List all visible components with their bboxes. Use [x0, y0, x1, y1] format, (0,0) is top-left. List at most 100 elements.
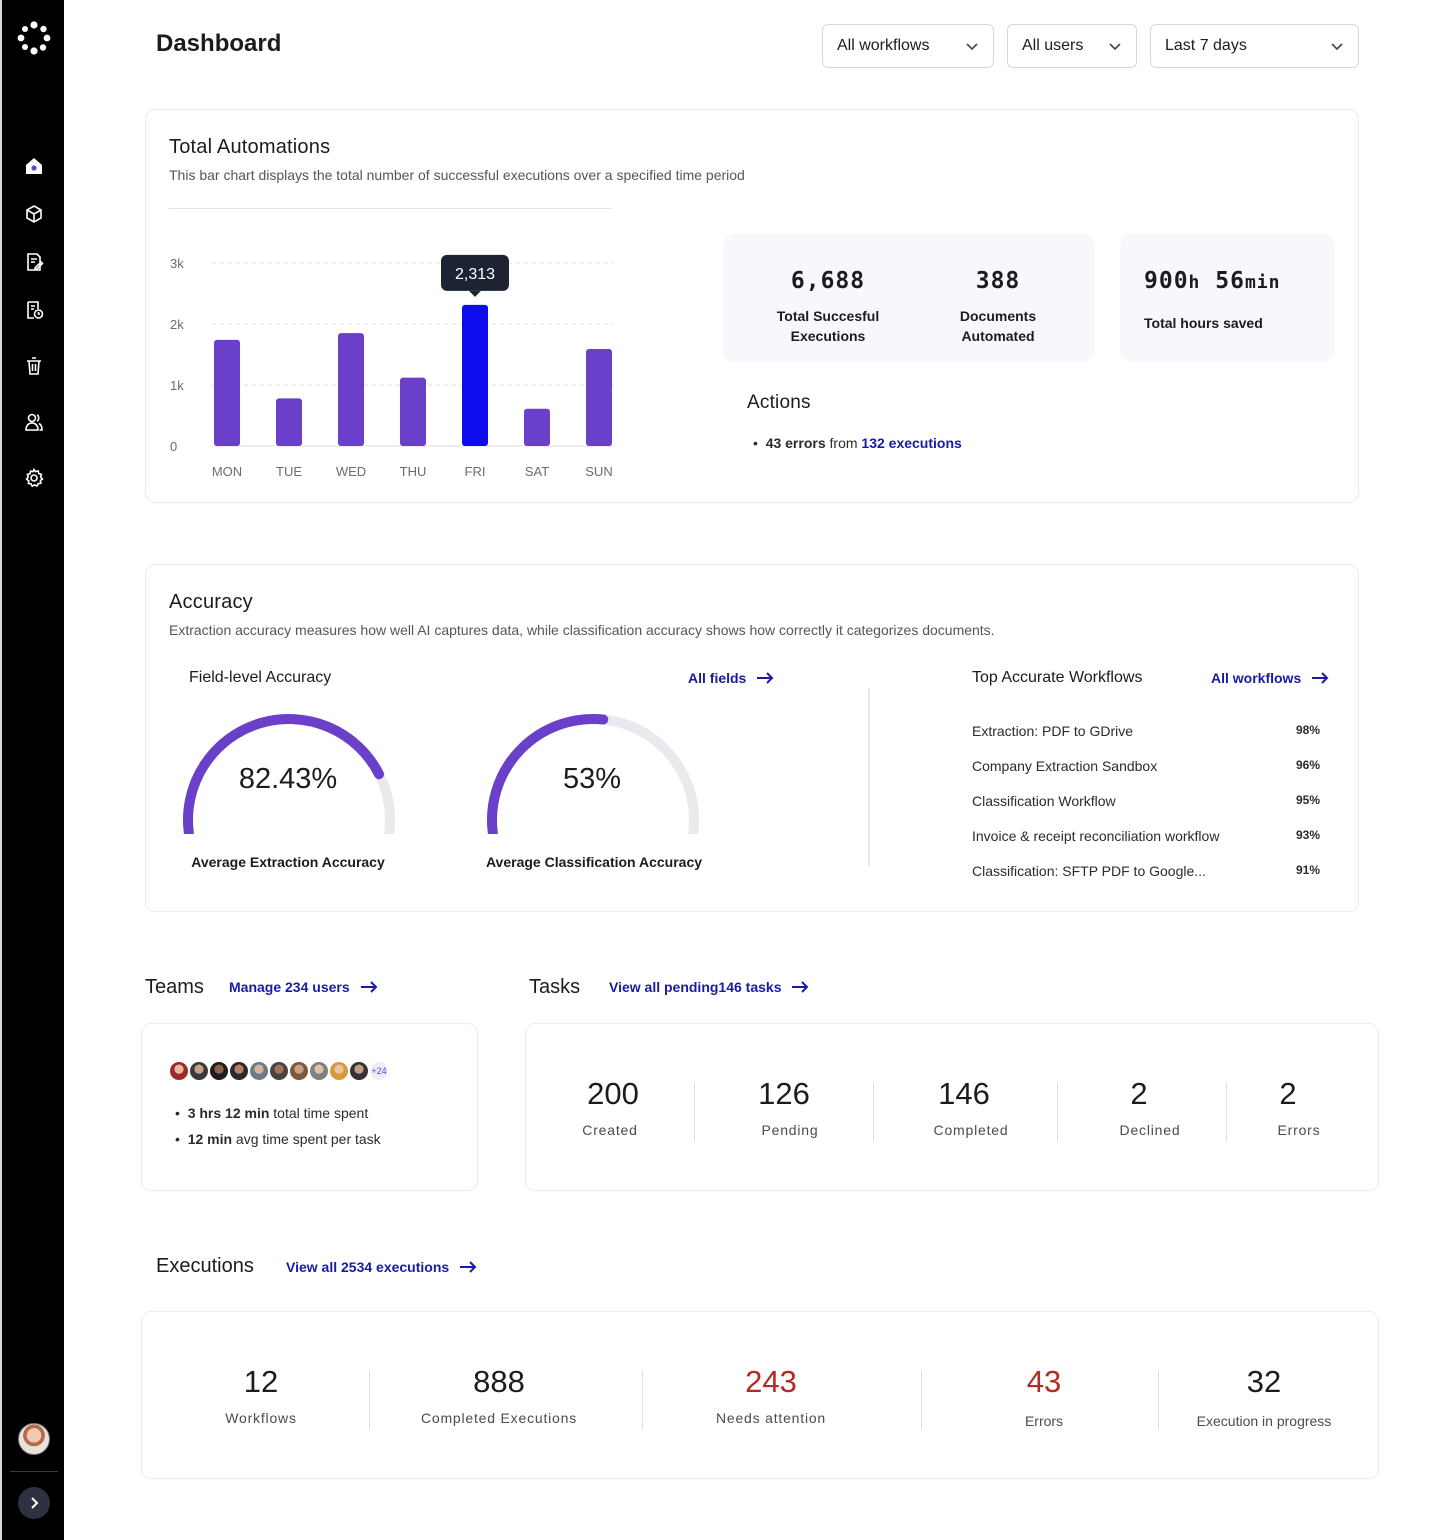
workflow-name: Classification Workflow — [972, 793, 1116, 809]
tasks-created-value: 200 — [587, 1076, 639, 1111]
documents-label-line-1: Documents — [959, 308, 1037, 324]
workflow-name: Classification: SFTP PDF to Google... — [972, 863, 1206, 879]
arrow-right-icon — [460, 1261, 477, 1273]
executions-link[interactable]: 132 executions — [861, 435, 962, 451]
workflow-row[interactable]: Extraction: PDF to GDrive 98% — [972, 723, 1322, 739]
team-member-avatar[interactable] — [328, 1060, 350, 1082]
home-icon[interactable] — [22, 154, 46, 178]
team-member-avatar[interactable] — [308, 1060, 330, 1082]
automations-description: This bar chart displays the total number… — [169, 167, 745, 183]
manage-users-link[interactable]: Manage 234 users — [229, 979, 378, 995]
tasks-card — [525, 1023, 1379, 1191]
workflow-row[interactable]: Classification: SFTP PDF to Google... 91… — [972, 863, 1322, 879]
teams-card — [141, 1023, 478, 1191]
team-member-avatar[interactable] — [288, 1060, 310, 1082]
all-fields-link[interactable]: All fields — [688, 670, 774, 686]
total-executions-label-line-2: Executions — [790, 328, 866, 344]
tasks-declined-label: Declined — [1119, 1122, 1181, 1138]
top-workflows-title: Top Accurate Workflows — [972, 669, 1143, 686]
extraction-accuracy-value: 82.43% — [238, 763, 338, 795]
workflow-filter-value: All workflows — [837, 37, 930, 54]
workflow-row[interactable]: Invoice & receipt reconciliation workflo… — [972, 828, 1322, 844]
more-members-count[interactable]: +24 — [368, 1060, 390, 1082]
team-member-avatar[interactable] — [188, 1060, 210, 1082]
completed-executions-label: Completed Executions — [420, 1410, 578, 1426]
automations-bar-chart: 0 1k 2k 3k MON TUE WED THU FRI SAT SUN 2,313 — [170, 254, 614, 479]
y-tick-label: 3k — [170, 256, 184, 271]
accuracy-description: Extraction accuracy measures how well AI… — [169, 622, 995, 638]
view-pending-tasks-link[interactable]: View all pending146 tasks — [609, 979, 809, 995]
workflow-row[interactable]: Company Extraction Sandbox 96% — [972, 758, 1322, 774]
bar-sun[interactable] — [586, 349, 612, 446]
workflow-accuracy: 98% — [1295, 723, 1320, 737]
documents-label-line-2: Automated — [961, 328, 1035, 344]
tasks-pending-value: 126 — [758, 1076, 810, 1111]
cube-icon[interactable] — [22, 202, 46, 226]
users-icon[interactable] — [22, 410, 46, 434]
view-pending-tasks-link-label: View all pending146 tasks — [609, 979, 782, 995]
x-tick-label: THU — [400, 464, 427, 479]
expand-sidebar-button[interactable] — [18, 1487, 50, 1519]
chevron-down-icon — [1109, 43, 1121, 51]
workflow-filter-select[interactable]: All workflows — [822, 24, 994, 68]
workflow-row[interactable]: Classification Workflow 95% — [972, 793, 1322, 809]
minutes-value: 56 — [1200, 268, 1245, 294]
errors-from-text: from — [825, 435, 862, 451]
user-avatar[interactable] — [18, 1423, 50, 1455]
document-clock-icon[interactable] — [22, 298, 46, 322]
x-tick-label: TUE — [276, 464, 302, 479]
chevron-down-icon — [966, 43, 978, 51]
workflow-name: Invoice & receipt reconciliation workflo… — [972, 828, 1220, 844]
total-time-value: 3 hrs 12 min — [187, 1105, 270, 1121]
bar-tue[interactable] — [276, 398, 302, 446]
team-member-avatar[interactable] — [248, 1060, 270, 1082]
sidebar-divider — [10, 1471, 58, 1472]
all-workflows-link[interactable]: All workflows — [1211, 670, 1329, 686]
classification-accuracy-label: Average Classification Accuracy — [485, 854, 703, 870]
team-member-avatar[interactable] — [168, 1060, 190, 1082]
avg-time-text: avg time spent per task — [232, 1131, 381, 1147]
bullet-dot: • — [753, 435, 766, 451]
x-tick-label: WED — [336, 464, 366, 479]
field-accuracy-title: Field-level Accuracy — [189, 669, 332, 686]
total-time-item: • 3 hrs 12 min total time spent — [175, 1105, 368, 1121]
user-filter-value: All users — [1022, 37, 1084, 54]
document-edit-icon[interactable] — [22, 250, 46, 274]
total-executions-label-line-1: Total Succesful — [776, 308, 880, 324]
date-range-value: Last 7 days — [1165, 37, 1247, 54]
bar-mon[interactable] — [214, 339, 240, 446]
settings-icon[interactable] — [22, 466, 46, 490]
needs-attention-value: 243 — [745, 1364, 797, 1399]
team-member-avatar[interactable] — [208, 1060, 230, 1082]
in-progress-label: Execution in progress — [1196, 1413, 1332, 1429]
chevron-right-icon — [31, 1497, 39, 1509]
stat-divider — [873, 1082, 874, 1142]
avg-time-value: 12 min — [187, 1131, 233, 1147]
trash-icon[interactable] — [22, 354, 46, 378]
accuracy-title: Accuracy — [169, 591, 253, 613]
team-member-avatar[interactable] — [348, 1060, 370, 1082]
automations-title: Total Automations — [169, 136, 331, 158]
bar-sat[interactable] — [524, 408, 550, 446]
completed-executions-value: 888 — [473, 1364, 525, 1399]
total-executions-value: 6,688 — [790, 268, 866, 294]
view-all-executions-link[interactable]: View all 2534 executions — [286, 1259, 477, 1275]
bar-wed[interactable] — [338, 333, 364, 446]
extraction-accuracy-gauge — [183, 714, 395, 834]
y-tick-label: 1k — [170, 378, 184, 393]
date-range-select[interactable]: Last 7 days — [1150, 24, 1359, 68]
y-tick-label: 0 — [170, 439, 177, 454]
stat-divider — [921, 1370, 922, 1430]
bar-thu[interactable] — [400, 377, 426, 446]
arrow-right-icon — [1312, 672, 1329, 684]
user-filter-select[interactable]: All users — [1007, 24, 1137, 68]
logo-icon[interactable] — [16, 20, 52, 56]
executions-stats-box — [723, 234, 1095, 362]
team-member-avatar[interactable] — [268, 1060, 290, 1082]
team-member-avatar[interactable] — [228, 1060, 250, 1082]
executions-card — [141, 1311, 1379, 1479]
bar-fri[interactable] — [462, 304, 488, 446]
workflow-accuracy: 95% — [1295, 793, 1320, 807]
total-executions-label: Total Succesful Executions — [748, 306, 908, 346]
classification-accuracy-gauge — [487, 714, 699, 834]
